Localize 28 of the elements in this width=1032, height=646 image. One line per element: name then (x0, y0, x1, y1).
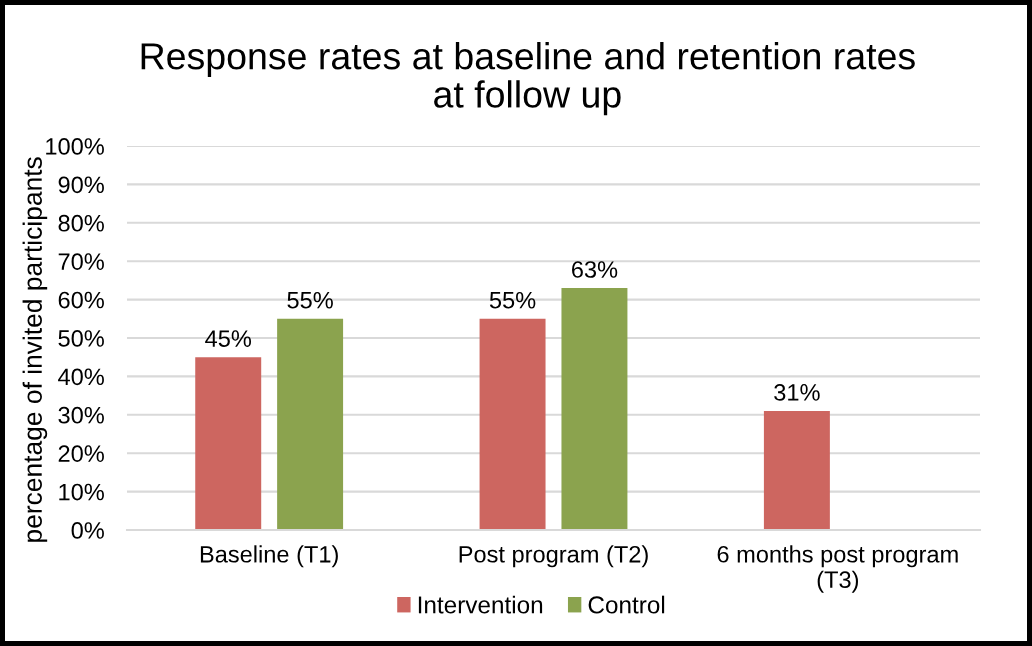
bar (195, 357, 262, 530)
legend-label: Control (588, 595, 665, 614)
x-tick-label: Post program (T2) (459, 545, 648, 568)
data-label: 45% (205, 330, 252, 347)
data-label: 55% (489, 291, 536, 309)
y-tick-label: 70% (58, 253, 104, 270)
y-axis-title: percentage of invited participants (22, 157, 48, 542)
y-tick-label: 0% (71, 522, 104, 539)
y-tick-label: 80% (58, 214, 104, 232)
legend-label: Intervention (418, 595, 543, 614)
bar (763, 410, 830, 530)
data-label: 55% (287, 291, 333, 309)
bar (277, 318, 344, 530)
x-tick-label: Baseline (T1) (200, 545, 338, 568)
y-tick-label: 90% (58, 176, 104, 194)
y-tick-label: 10% (59, 483, 104, 501)
x-tick-label: 6 months post program (T3) (717, 545, 958, 593)
bar (479, 318, 546, 530)
y-tick-label: 20% (58, 445, 104, 462)
data-label: 63% (572, 261, 618, 278)
y-tick-label: 50% (58, 330, 104, 347)
bar (561, 288, 628, 530)
y-tick-label: 30% (58, 406, 104, 424)
data-label: 31% (774, 384, 820, 401)
y-tick-label: 100% (46, 138, 104, 155)
y-tick-label: 40% (58, 368, 104, 386)
y-tick-label: 60% (58, 291, 104, 309)
chart-title: Response rates at baseline and retention rates at follow up (141, 42, 915, 116)
